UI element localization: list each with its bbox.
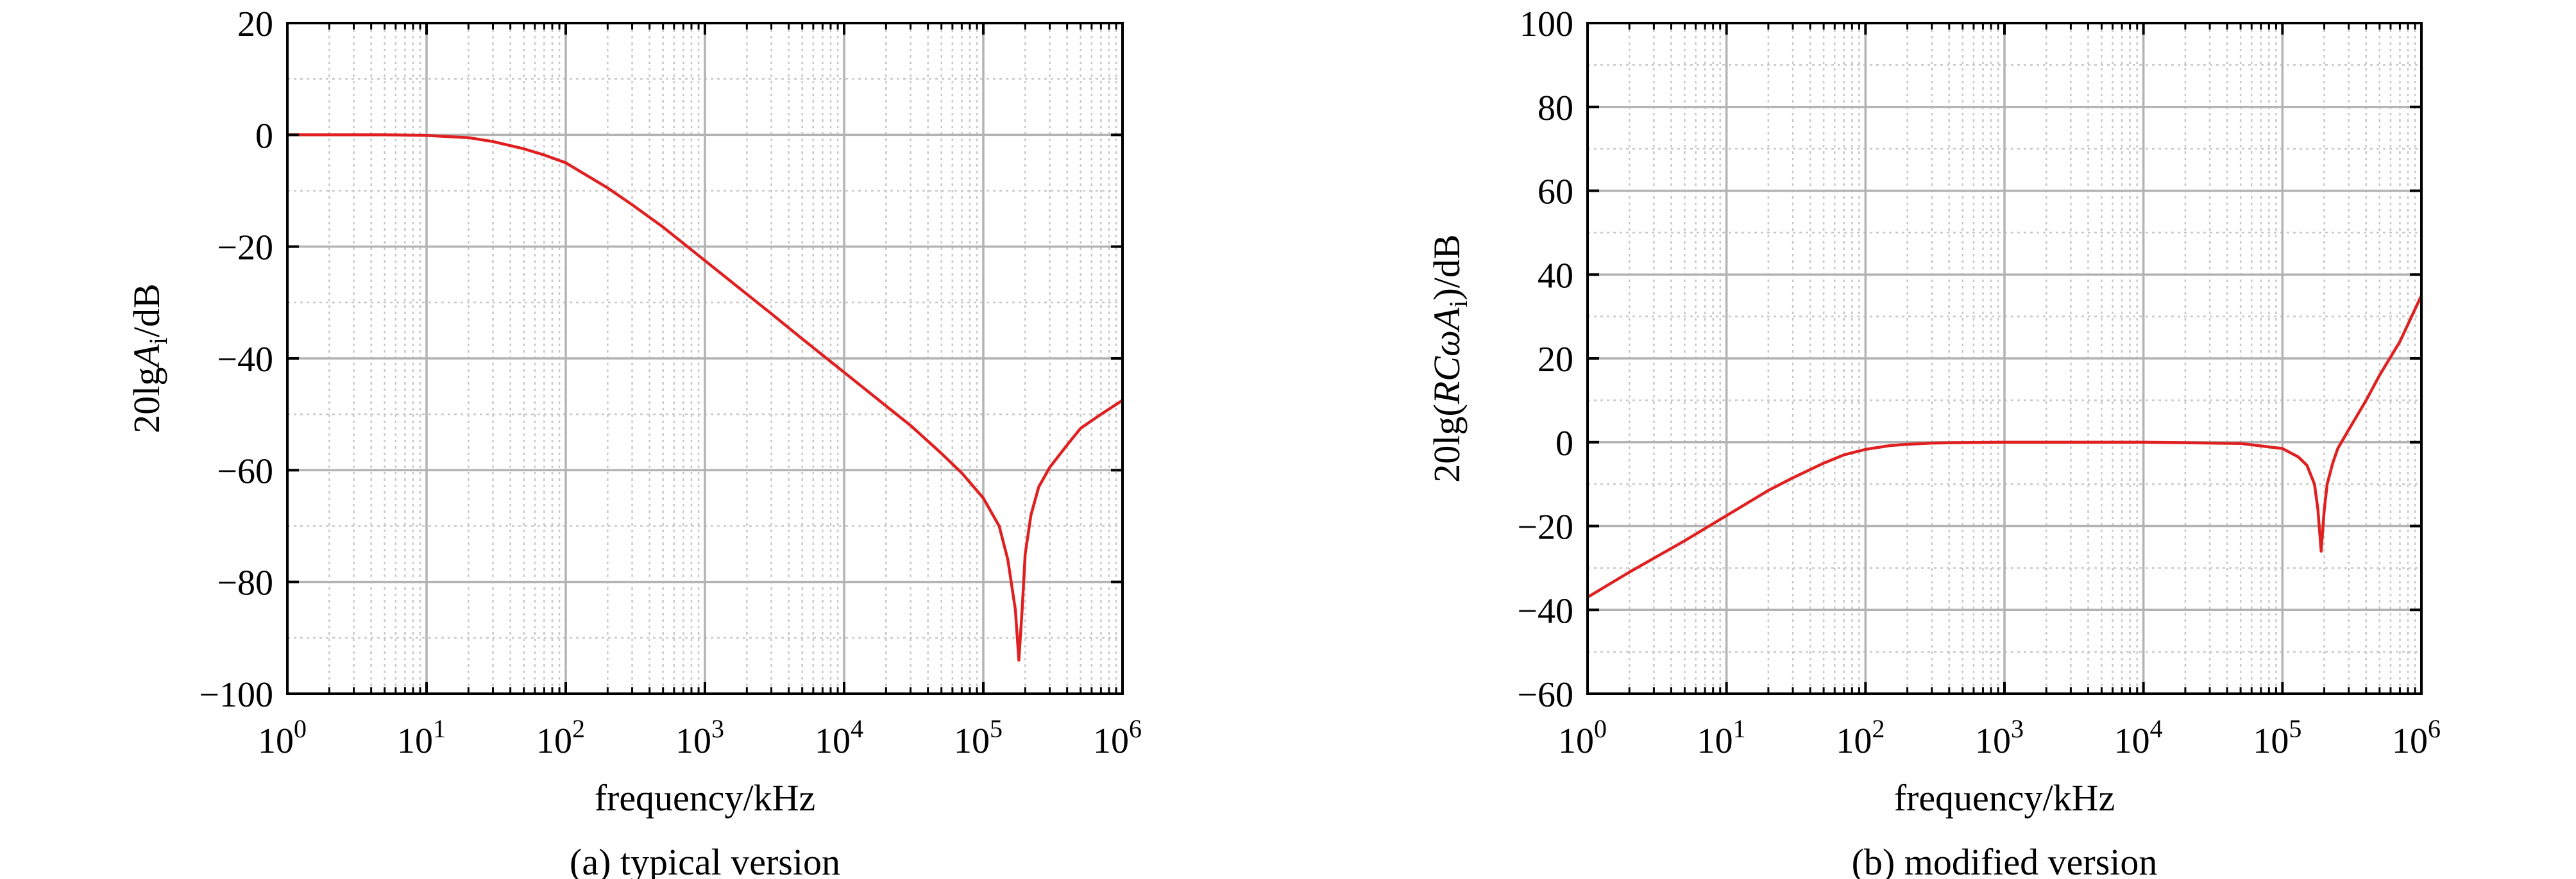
- y-axis-label: 20lg(RCωAi)/dB: [1426, 234, 1473, 482]
- x-axis-label: frequency/kHz: [1894, 777, 2115, 819]
- x-tick-label: 102: [1836, 714, 1885, 761]
- y-tick-label: 0: [255, 116, 273, 156]
- x-tick-label: 101: [1697, 714, 1746, 761]
- x-tick-label: 101: [397, 714, 446, 761]
- series-line-a-0: [287, 133, 1124, 662]
- panel-caption: (b) modified version: [1852, 841, 2158, 879]
- y-tick-label: −20: [1517, 508, 1573, 548]
- y-tick-label: 60: [1538, 172, 1573, 212]
- x-tick-label: 103: [1975, 714, 2024, 761]
- y-tick-label: 40: [1538, 256, 1573, 296]
- y-tick-label: 80: [1538, 88, 1573, 128]
- y-tick-label: −80: [217, 564, 273, 603]
- y-axis-label: 20lgAi/dB: [126, 283, 173, 433]
- panel-caption: (a) typical version: [570, 841, 840, 879]
- y-tick-label: 100: [1520, 4, 1573, 44]
- y-tick-label: 0: [1555, 424, 1573, 464]
- x-tick-label: 100: [1558, 714, 1607, 761]
- y-tick-label: −60: [1517, 675, 1573, 715]
- y-tick-label: −40: [217, 340, 273, 380]
- series-line-b-0: [1586, 294, 2423, 599]
- x-tick-label: 106: [1093, 714, 1142, 761]
- y-tick-label: −40: [1517, 591, 1573, 631]
- x-tick-label: 102: [536, 714, 585, 761]
- y-tick-label: −60: [217, 451, 273, 491]
- x-tick-label: 104: [815, 714, 863, 761]
- x-tick-label: 105: [2253, 714, 2301, 761]
- y-tick-label: 20: [237, 4, 273, 44]
- x-axis-label: frequency/kHz: [595, 777, 816, 819]
- x-tick-label: 106: [2392, 714, 2441, 761]
- x-tick-label: 104: [2114, 714, 2163, 761]
- x-tick-label: 105: [954, 714, 1003, 761]
- y-tick-label: 20: [1538, 340, 1573, 380]
- y-tick-label: −20: [217, 228, 273, 268]
- x-tick-label: 103: [675, 714, 724, 761]
- y-tick-label: −100: [199, 675, 273, 715]
- x-tick-label: 100: [258, 714, 307, 761]
